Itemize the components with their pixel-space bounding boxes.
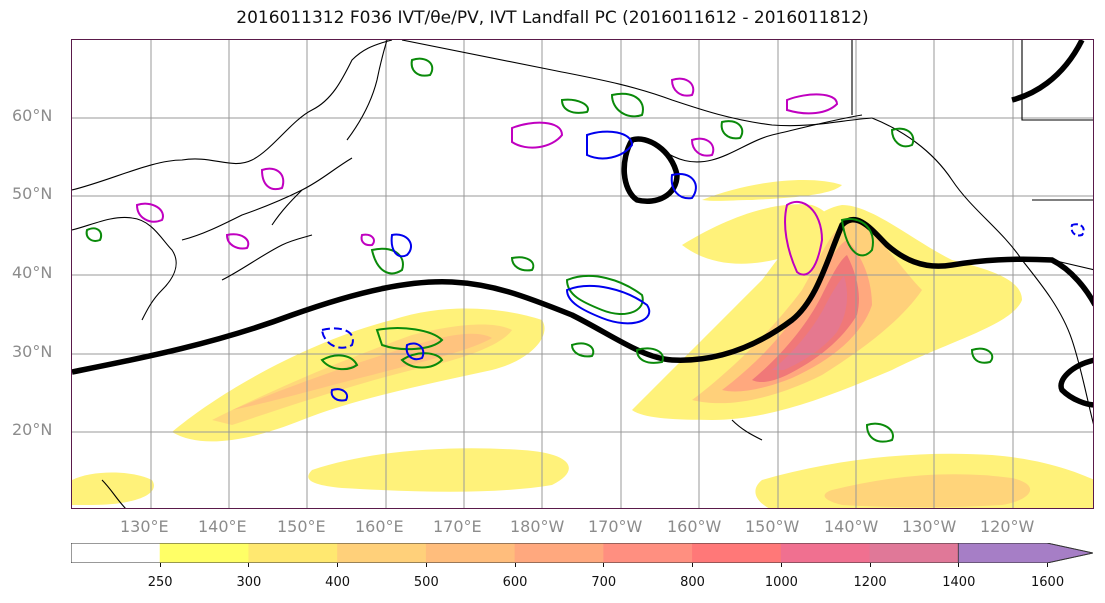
longitude-label: 120°W [980,517,1035,536]
colorbar-bin [337,543,427,563]
colorbar-tick-label: 700 [591,575,617,590]
latitude-label: 50°N [12,184,53,203]
theta-e-contours-magenta [135,77,839,276]
colorbar-tick-label: 250 [147,575,173,590]
colorbar-bin [780,543,871,563]
colorbar-outline [71,543,1093,563]
colorbar-tick-label: 1000 [764,575,798,590]
longitude-label: 140°E [198,517,247,536]
ivt-colorbar [71,543,1093,563]
longitude-label: 130°W [902,517,957,536]
colorbar-tick-mark [603,563,605,567]
colorbar-tick-label: 1600 [1031,575,1065,590]
colorbar-tick-mark [248,563,250,567]
colorbar-tick-label: 400 [325,575,350,590]
colorbar-tick-mark [1047,563,1048,567]
longitude-label: 150°W [745,517,800,536]
colorbar-tick-label: 300 [236,575,262,590]
longitude-label: 160°W [667,517,722,536]
latitude-label: 40°N [12,263,53,282]
colorbar-bin [692,543,782,563]
map-panel [71,39,1094,509]
colorbar-bin [71,543,161,563]
colorbar-tick-mark [958,563,960,567]
longitude-label: 150°E [277,517,326,536]
colorbar-tick-mark [425,563,427,567]
colorbar-tick-label: 800 [680,575,705,590]
colorbar-tick-mark [869,563,871,567]
graticule [72,40,1093,508]
longitude-label: 130°E [120,517,169,536]
colorbar-tick-label: 500 [413,575,439,590]
colorbar-tick-mark [780,563,782,567]
colorbar-bin [869,543,959,563]
colorbar-bin [159,543,249,563]
longitude-label: 170°W [588,517,643,536]
colorbar-tick-mark [159,563,161,567]
colorbar-bin [248,543,338,563]
map-title: 2016011312 F036 IVT/θe/PV, IVT Landfall … [236,8,869,28]
colorbar-tick-mark [337,563,339,567]
pv-contours-blue [320,130,1085,402]
colorbar-bin [514,543,604,563]
coastlines [72,40,1093,508]
colorbar-bin [425,543,516,563]
colorbar-tick-label: 1400 [942,575,976,590]
colorbar-tick-label: 1200 [853,575,887,590]
colorbar-bin [603,543,693,563]
colorbar-tick-mark [514,563,516,567]
longitude-label: 170°E [433,517,482,536]
colorbar-tick-label: 600 [502,575,528,590]
longitude-label: 160°E [355,517,404,536]
colorbar-extend-arrow [957,543,1093,563]
ivt-landfall-pc-contour [72,40,1093,408]
map-canvas [72,40,1093,508]
colorbar-tick-mark [692,563,694,567]
longitude-label: 180°W [510,517,565,536]
pv-contours-green [85,57,994,443]
longitude-label: 140°W [824,517,879,536]
latitude-label: 20°N [12,420,53,439]
ivt-shading [72,180,1093,508]
latitude-label: 60°N [12,106,53,125]
latitude-label: 30°N [12,342,53,361]
